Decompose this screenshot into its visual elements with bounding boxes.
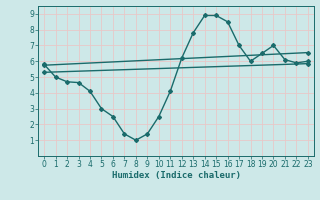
X-axis label: Humidex (Indice chaleur): Humidex (Indice chaleur) [111, 171, 241, 180]
